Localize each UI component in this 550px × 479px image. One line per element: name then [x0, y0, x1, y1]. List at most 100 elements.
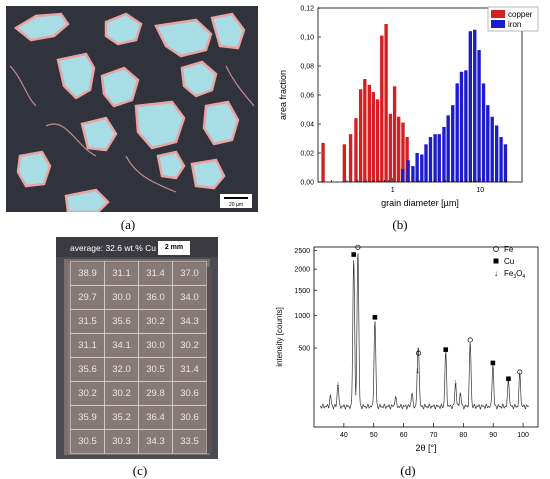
x-tick-label: 1 [391, 187, 395, 194]
iron-bar [406, 160, 410, 182]
y-axis-label: intensity [counts] [275, 307, 284, 367]
composition-cell: 30.6 [172, 381, 207, 406]
x-tick-label: 50 [370, 432, 378, 439]
iron-bar [455, 83, 459, 182]
iron-bar [503, 144, 508, 182]
copper-bar [363, 79, 367, 182]
fe-marker [517, 369, 523, 375]
y-tick-label: 0,10 [300, 35, 314, 42]
cu-marker [372, 314, 378, 320]
iron-bar [459, 71, 464, 182]
legend-label: Fe [504, 245, 514, 254]
fe-marker [467, 337, 473, 343]
caption-a: (a) [120, 217, 136, 232]
composition-cell: 30.2 [138, 309, 173, 334]
composition-cell: 35.6 [104, 309, 139, 334]
cu-marker [490, 360, 496, 366]
copper-bar [348, 134, 353, 182]
composition-cell: 34.1 [104, 333, 139, 358]
copper-bar [392, 86, 397, 182]
legend-fe3o4-symbol: ↓ [494, 269, 498, 278]
plot-frame [313, 246, 539, 428]
composition-cell: 30.6 [172, 405, 207, 430]
iron-bar [428, 137, 433, 182]
fe-marker [415, 350, 422, 356]
composition-cell: 34.0 [172, 285, 207, 310]
x-tick-label: 80 [459, 432, 467, 439]
legend-label: Fe3O4 [504, 269, 525, 280]
copper-bar [367, 84, 371, 182]
composition-cell: 31.4 [138, 261, 173, 286]
legend-label: copper [508, 10, 533, 19]
iron-bar [468, 31, 472, 183]
caption-d: (d) [400, 463, 416, 478]
y-tick-label: 2000 [294, 267, 310, 274]
copper-bar [401, 122, 405, 182]
grain-size-histogram: 0,00 0,02 0,04 0,06 0,08 0,10 0,12 1 10 grain dia… [278, 6, 539, 208]
y-axis-label: area fraction [278, 70, 288, 120]
copper-bar [388, 113, 393, 182]
composition-cell: 30.3 [104, 429, 139, 454]
iron-bar [415, 153, 419, 182]
iron-bar [401, 168, 405, 182]
composition-cell: 29.8 [138, 381, 173, 406]
micrograph-panel: 20 µm [6, 6, 258, 214]
composition-cell: 32.0 [104, 357, 139, 382]
average-title: average: 32.6 wt.% Cu [70, 243, 156, 253]
xrd-line [319, 253, 529, 410]
iron-bar [442, 126, 446, 182]
legend-swatch [491, 10, 505, 18]
composition-cell: 30.2 [104, 381, 139, 406]
y-tick-label: 1000 [294, 313, 310, 320]
iron-bar [464, 70, 468, 182]
copper-bar [384, 23, 388, 183]
micrograph-image: 20 µm [6, 6, 258, 214]
caption-c: (c) [132, 463, 148, 478]
cu-marker [351, 252, 357, 257]
x-tick-label: 70 [430, 432, 438, 439]
y-tick-label: 0,02 [300, 151, 314, 158]
copper-bar [405, 137, 409, 182]
fe-marker [355, 244, 361, 250]
composition-cell: 35.2 [104, 405, 139, 430]
composition-cell: 35.6 [70, 357, 105, 382]
x-tick-label: 60 [400, 432, 408, 439]
fe3o4-marker: ↓ [336, 379, 340, 388]
copper-bar [342, 144, 347, 182]
xrd-pattern-chart: 500 1000 1500 2000 2500 40 50 60 70 80 90 100 2θ [°]… [275, 244, 539, 453]
y-tick-label: 0,12 [300, 6, 314, 13]
composition-cell: 30.0 [104, 285, 139, 310]
copper-bar [354, 118, 358, 182]
iron-bar [433, 134, 437, 182]
x-axis-label: 2θ [°] [415, 443, 436, 453]
iron-bar [446, 115, 450, 182]
legend-swatch [491, 20, 505, 28]
y-tick-label: 1500 [294, 288, 310, 295]
composition-cell: 29.7 [70, 285, 105, 310]
composition-cell: 35.9 [70, 405, 105, 430]
fe3o4-marker: ↓ [454, 377, 458, 386]
legend-fe-symbol [493, 246, 499, 252]
copper-bar [375, 99, 380, 182]
copper-bar [397, 116, 401, 182]
cu-marker [443, 347, 449, 352]
composition-cell: 30.2 [172, 333, 207, 358]
composition-cell: 30.5 [70, 429, 105, 454]
iron-bar [411, 166, 415, 182]
x-tick-label: 40 [340, 432, 348, 439]
x-tick-label: 10 [476, 187, 484, 194]
composition-cell: 37.0 [172, 261, 207, 286]
y-tick-label: 0,00 [300, 180, 314, 187]
composition-cell: 36.0 [138, 285, 173, 310]
composition-grid: 38.9 31.1 31.4 37.0 29.7 30.0 36.0 34.0 31.5 35.6… [70, 261, 207, 454]
copper-bar [371, 92, 375, 182]
copper-bar [380, 35, 384, 182]
iron-bar [486, 105, 490, 182]
iron-bar [424, 144, 428, 182]
composition-cell: 33.5 [172, 429, 207, 454]
legend-label: Cu [504, 257, 514, 266]
composition-cell: 31.1 [104, 261, 139, 286]
composition-cell: 30.0 [138, 333, 173, 358]
iron-bar [499, 137, 503, 182]
composition-cell: 34.3 [172, 309, 207, 334]
